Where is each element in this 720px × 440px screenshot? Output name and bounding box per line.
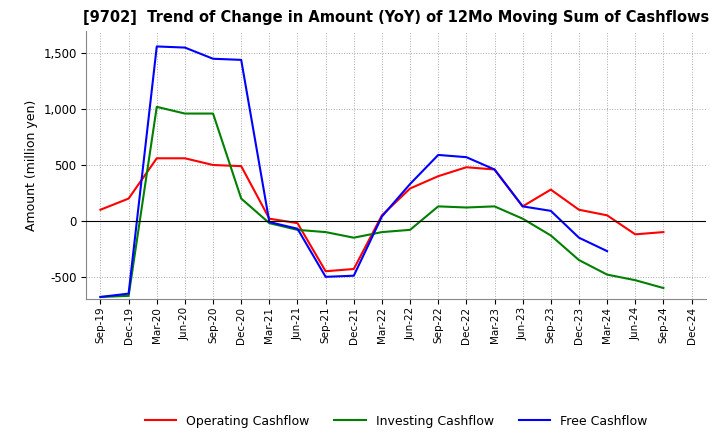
Investing Cashflow: [153, 104, 161, 110]
Investing Cashflow: [265, 220, 274, 226]
Operating Cashflow: [518, 204, 527, 209]
Line: Free Cashflow: Free Cashflow: [101, 47, 607, 297]
Investing Cashflow: [462, 205, 471, 210]
Operating Cashflow: [462, 165, 471, 170]
Investing Cashflow: [181, 111, 189, 116]
Operating Cashflow: [631, 232, 639, 237]
Free Cashflow: [293, 226, 302, 231]
Investing Cashflow: [125, 293, 133, 298]
Free Cashflow: [462, 154, 471, 160]
Operating Cashflow: [659, 230, 667, 235]
Free Cashflow: [406, 181, 415, 187]
Free Cashflow: [181, 45, 189, 50]
Operating Cashflow: [575, 207, 583, 213]
Operating Cashflow: [96, 207, 105, 213]
Line: Investing Cashflow: Investing Cashflow: [101, 107, 663, 297]
Investing Cashflow: [518, 216, 527, 221]
Operating Cashflow: [237, 164, 246, 169]
Investing Cashflow: [377, 230, 386, 235]
Free Cashflow: [349, 273, 358, 279]
Operating Cashflow: [490, 167, 499, 172]
Operating Cashflow: [209, 162, 217, 168]
Free Cashflow: [575, 235, 583, 240]
Free Cashflow: [237, 57, 246, 62]
Operating Cashflow: [293, 220, 302, 226]
Free Cashflow: [377, 214, 386, 219]
Free Cashflow: [490, 167, 499, 172]
Investing Cashflow: [293, 227, 302, 232]
Investing Cashflow: [631, 278, 639, 283]
Investing Cashflow: [490, 204, 499, 209]
Operating Cashflow: [125, 196, 133, 201]
Free Cashflow: [321, 274, 330, 279]
Free Cashflow: [518, 204, 527, 209]
Investing Cashflow: [237, 196, 246, 201]
Investing Cashflow: [349, 235, 358, 240]
Operating Cashflow: [546, 187, 555, 192]
Investing Cashflow: [603, 272, 611, 277]
Free Cashflow: [603, 249, 611, 254]
Operating Cashflow: [406, 186, 415, 191]
Investing Cashflow: [321, 230, 330, 235]
Operating Cashflow: [181, 156, 189, 161]
Investing Cashflow: [659, 286, 667, 291]
Operating Cashflow: [349, 266, 358, 271]
Operating Cashflow: [265, 216, 274, 221]
Legend: Operating Cashflow, Investing Cashflow, Free Cashflow: Operating Cashflow, Investing Cashflow, …: [140, 410, 652, 433]
Free Cashflow: [434, 152, 443, 158]
Free Cashflow: [153, 44, 161, 49]
Investing Cashflow: [546, 233, 555, 238]
Investing Cashflow: [434, 204, 443, 209]
Line: Operating Cashflow: Operating Cashflow: [101, 158, 663, 271]
Operating Cashflow: [434, 173, 443, 179]
Investing Cashflow: [209, 111, 217, 116]
Title: [9702]  Trend of Change in Amount (YoY) of 12Mo Moving Sum of Cashflows: [9702] Trend of Change in Amount (YoY) o…: [83, 11, 709, 26]
Free Cashflow: [125, 291, 133, 296]
Free Cashflow: [265, 220, 274, 225]
Free Cashflow: [96, 294, 105, 300]
Free Cashflow: [209, 56, 217, 62]
Operating Cashflow: [377, 213, 386, 218]
Operating Cashflow: [153, 156, 161, 161]
Investing Cashflow: [406, 227, 415, 232]
Free Cashflow: [546, 208, 555, 213]
Investing Cashflow: [96, 294, 105, 300]
Y-axis label: Amount (million yen): Amount (million yen): [24, 99, 37, 231]
Operating Cashflow: [603, 213, 611, 218]
Operating Cashflow: [321, 268, 330, 274]
Investing Cashflow: [575, 257, 583, 263]
